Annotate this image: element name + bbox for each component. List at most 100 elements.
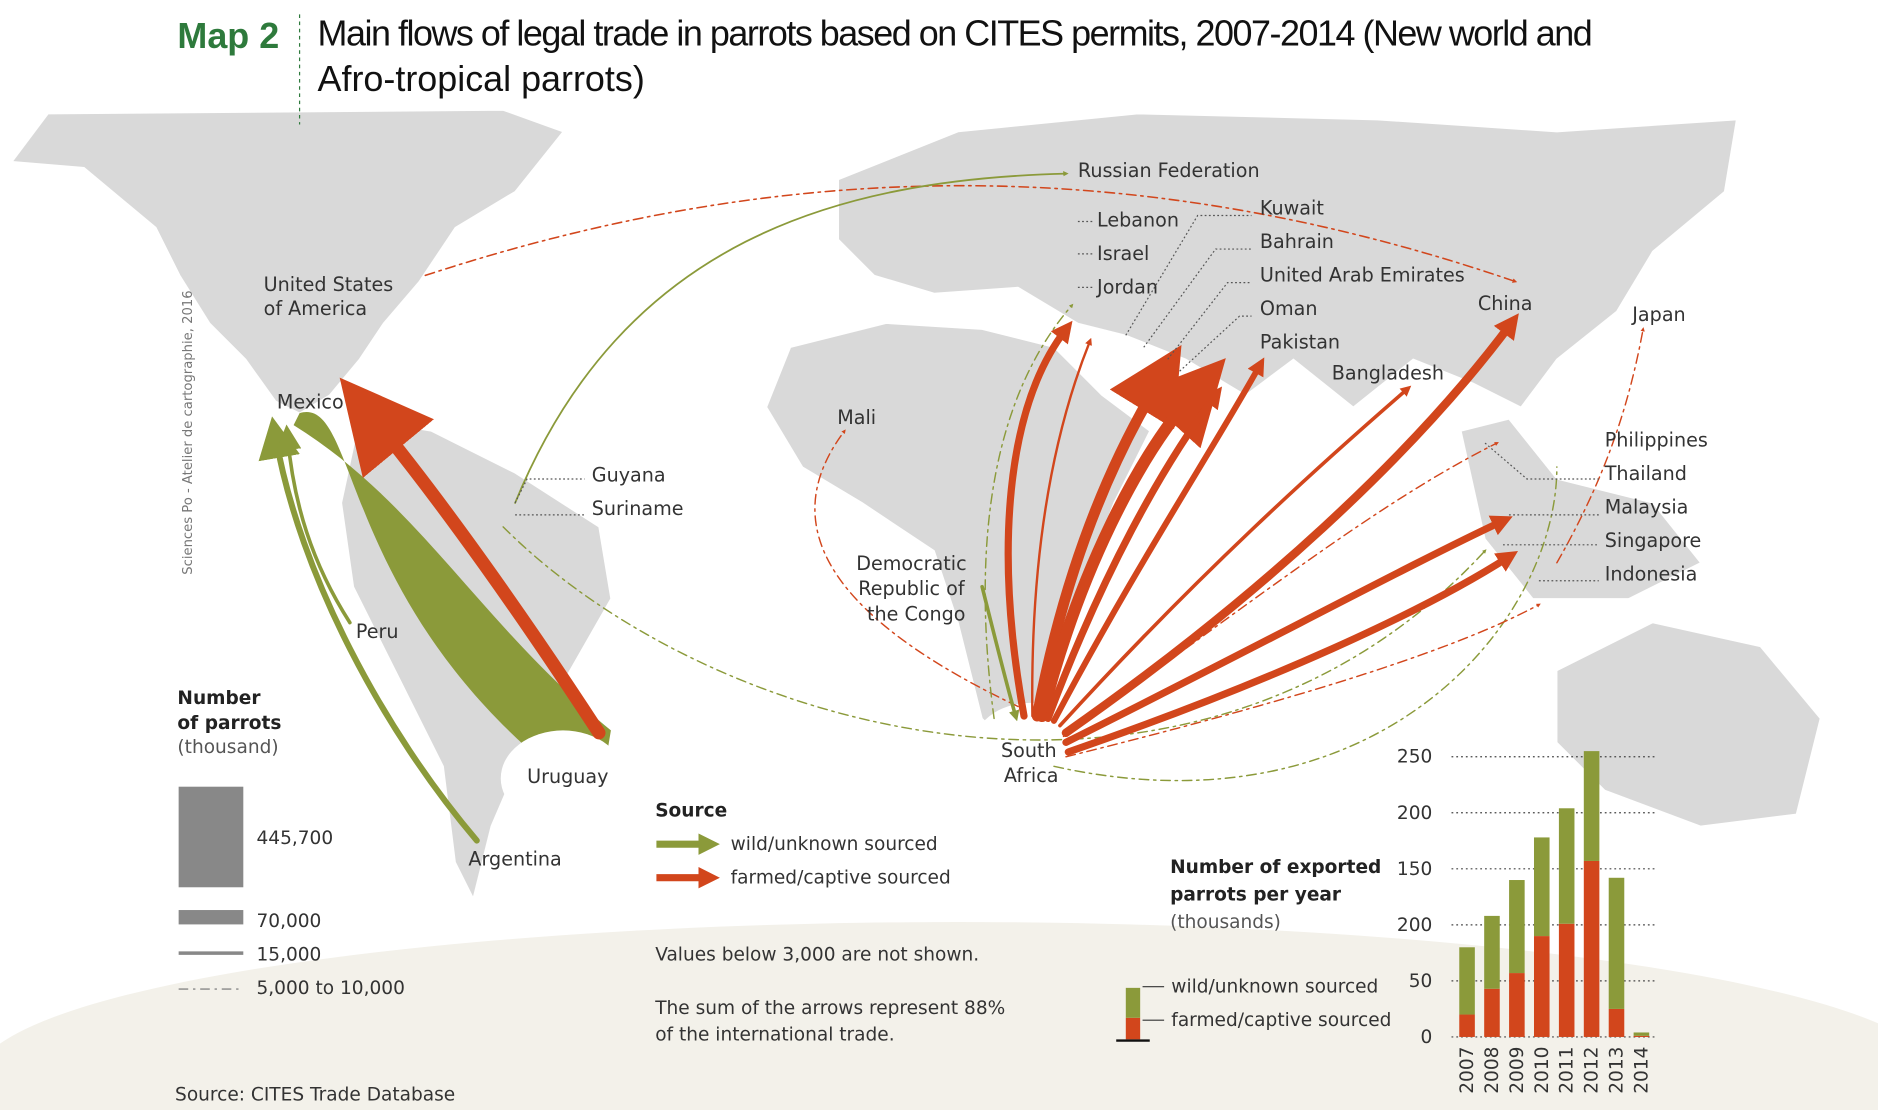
place-label: Japan (1631, 303, 1685, 326)
credit: Sciences Po - Atelier de cartographie, 2… (181, 290, 196, 574)
place-label: Mali (837, 406, 876, 429)
y-tick-label: 200 (1397, 803, 1432, 824)
place-label: Bangladesh (1332, 362, 1444, 385)
legend-label: farmed/captive sourced (1171, 1010, 1391, 1031)
flow-arrow (276, 424, 352, 625)
source: Source: CITES Trade Database (175, 1084, 455, 1105)
y-tick-label: 150 (1397, 859, 1432, 880)
bar-segment (1459, 1014, 1475, 1037)
place-label: Africa (1004, 764, 1059, 787)
place-label: Guyana (592, 463, 666, 486)
legend-title: of parrots (177, 713, 281, 734)
flow-arrow (1064, 550, 1519, 756)
flow-arrow (1058, 385, 1412, 728)
size-swatch (178, 786, 244, 888)
bar-segment (1484, 988, 1500, 1037)
place-label: of America (264, 297, 367, 320)
place-label: Thailand (1604, 462, 1687, 485)
y-tick-label: 200 (1397, 915, 1432, 936)
chart-title: parrots per year (1170, 884, 1342, 905)
bar-segment (1533, 936, 1550, 1037)
size-label: 15,000 (256, 944, 321, 965)
bar-segment (1583, 860, 1600, 1037)
size-legend: Number of parrots (thousand) 445,700 70,… (177, 688, 404, 999)
y-tick-label: 50 (1409, 971, 1433, 992)
place-label: Singapore (1605, 529, 1702, 552)
flow-arrow (1004, 320, 1073, 720)
x-tick-label: 2009 (1507, 1047, 1528, 1094)
map-tag: Map 2 (177, 15, 279, 56)
flow-arrow (1050, 357, 1265, 724)
bar-segment (1583, 751, 1600, 861)
legend-label: wild/unknown sourced (731, 834, 938, 855)
bar-segment (1633, 1035, 1650, 1037)
legend-swatch (1125, 987, 1141, 1018)
bar-segment (1558, 923, 1575, 1037)
place-label: the Congo (867, 602, 966, 625)
place-label: Malaysia (1605, 496, 1689, 519)
place-label: Democratic (856, 552, 966, 575)
place-label: Oman (1260, 297, 1318, 320)
bar-segment (1533, 837, 1550, 937)
x-tick-label: 2014 (1631, 1047, 1652, 1094)
background-texture (0, 922, 1878, 1110)
flow-arrow (1044, 386, 1223, 723)
place-label: Lebanon (1097, 208, 1179, 231)
title: Main flows of legal trade in parrots bas… (318, 13, 1593, 54)
flow-uruguay-mexico-wild (293, 411, 611, 779)
legend-unit: (thousand) (177, 737, 278, 758)
place-label: United Arab Emirates (1260, 263, 1465, 286)
place-label: Philippines (1605, 429, 1708, 452)
place-labels: Russian Federation Lebanon Israel Jordan… (264, 159, 1708, 871)
bar-segment (1509, 973, 1525, 1037)
north-america (11, 109, 565, 414)
legend-label: farmed/captive sourced (731, 868, 951, 889)
flow-arrow (1065, 603, 1541, 758)
flow-arrow (1062, 515, 1513, 746)
size-label: 5,000 to 10,000 (256, 978, 404, 999)
flow-arrow (502, 526, 1487, 741)
place-label: Bahrain (1260, 230, 1334, 253)
legend-label: wild/unknown sourced (1171, 977, 1378, 998)
chart-title: Number of exported (1170, 857, 1381, 878)
flow-arrow (514, 171, 1069, 504)
place-label: United States (264, 273, 394, 296)
place-label: Suriname (592, 497, 684, 520)
place-label: Republic of (858, 577, 966, 600)
x-tick-label: 2010 (1532, 1047, 1553, 1094)
bar-segment (1633, 1032, 1650, 1036)
place-label: Pakistan (1260, 330, 1340, 353)
place-label: Israel (1097, 242, 1149, 265)
flow-arrow (980, 584, 1020, 722)
flow-arrow (339, 377, 606, 740)
flow-arrow (258, 416, 480, 844)
note: Values below 3,000 are not shown. (655, 944, 979, 965)
y-tick-label: 250 (1397, 747, 1432, 768)
place-label: Argentina (468, 848, 561, 871)
bar-segment (1509, 880, 1525, 974)
size-label: 70,000 (256, 911, 321, 932)
legend-swatch (1125, 1017, 1141, 1040)
bar-chart: Number of exported parrots per year (tho… (1116, 747, 1656, 1094)
legend-title: Number (177, 688, 261, 709)
place-label: Jordan (1096, 275, 1158, 298)
hub (500, 730, 626, 827)
size-label: 445,700 (256, 828, 333, 849)
flow-arrow (984, 303, 1074, 720)
chart-subtitle: (thousands) (1170, 912, 1281, 933)
australia (1556, 622, 1821, 827)
place-label: South (1001, 739, 1057, 762)
x-tick-label: 2007 (1457, 1047, 1478, 1094)
flow-arrow (1031, 337, 1092, 718)
flow-arrow (1061, 313, 1519, 738)
flow-arrow (424, 184, 1518, 283)
flow-arrow (1556, 327, 1645, 564)
place-label: China (1478, 292, 1533, 315)
legend-title: Source (655, 801, 727, 822)
flow-arrow (1053, 466, 1558, 782)
leaders (514, 214, 1599, 582)
bar-segment (1484, 915, 1500, 989)
map (0, 109, 1878, 1110)
place-label: Mexico (277, 390, 344, 413)
place-label: Russian Federation (1078, 159, 1260, 182)
